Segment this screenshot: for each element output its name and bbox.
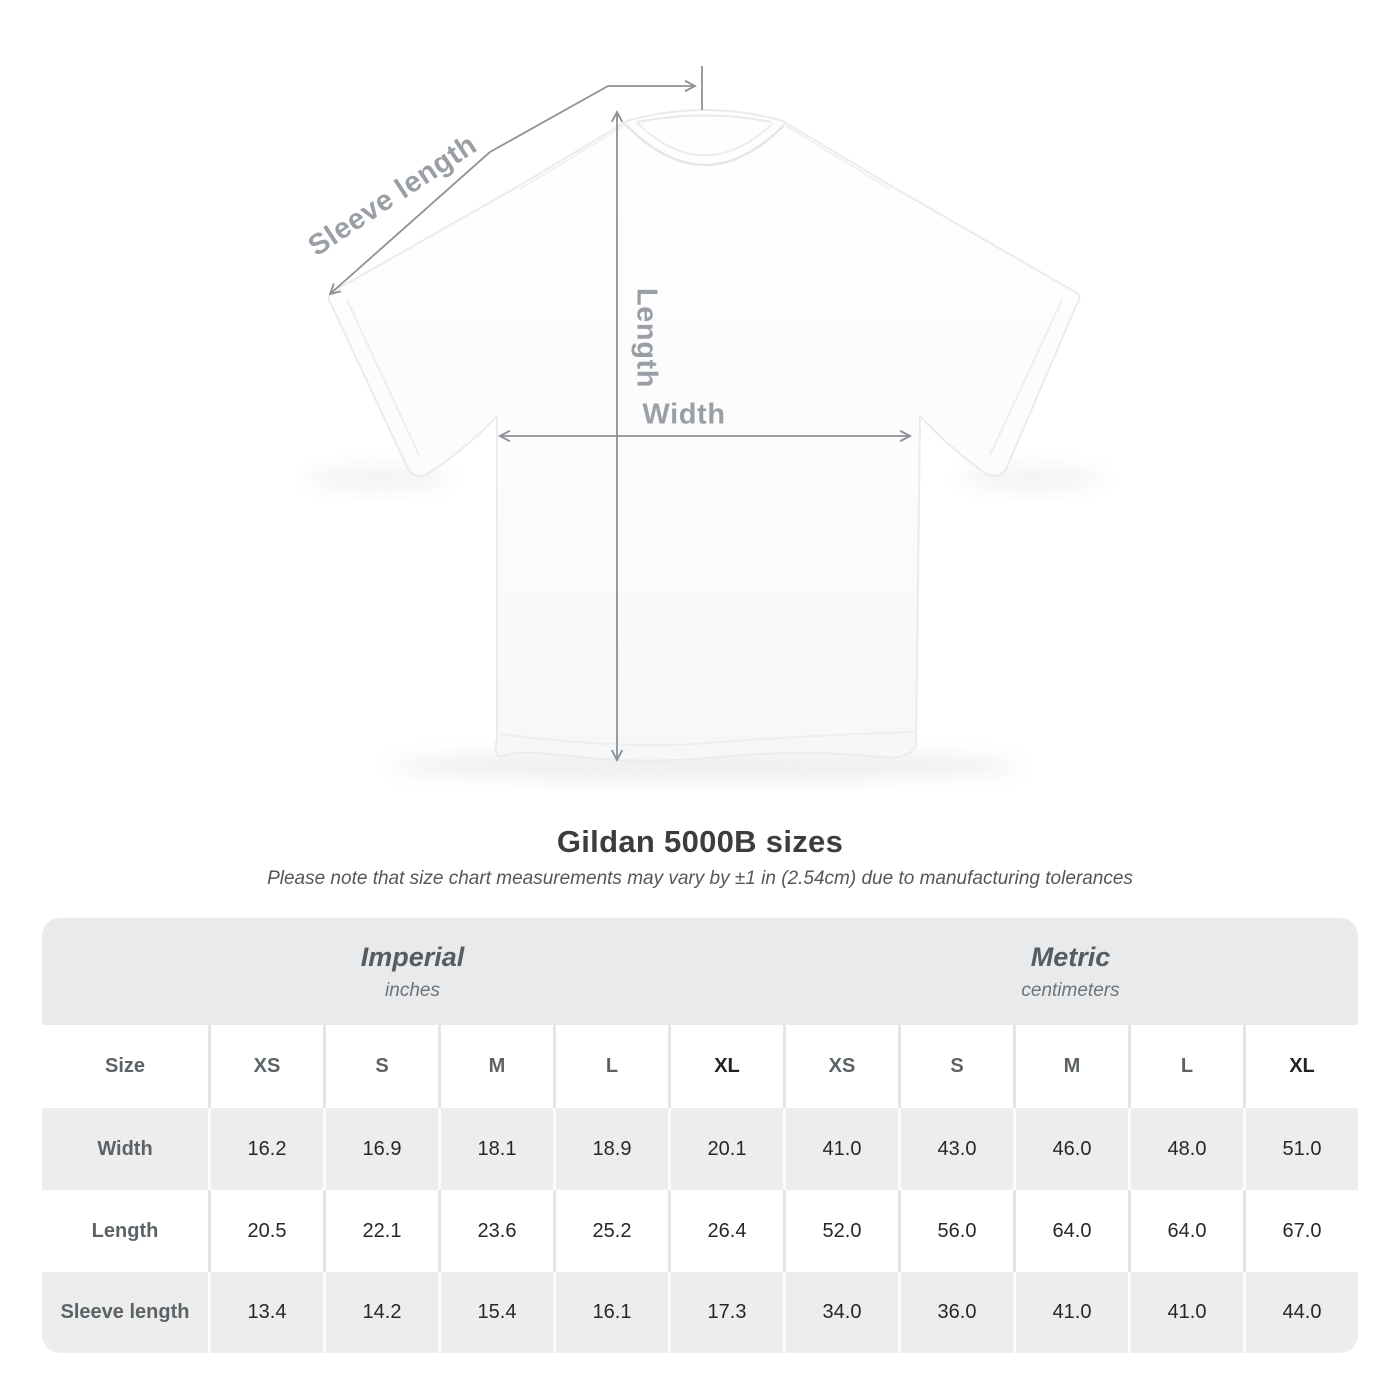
width-xs-met: 41.0 <box>783 1108 898 1190</box>
width-s-met: 43.0 <box>898 1108 1013 1190</box>
width-xs-imp: 16.2 <box>208 1108 323 1190</box>
size-header-l-imp: L <box>553 1025 668 1108</box>
imperial-unit: inches <box>385 979 440 1001</box>
sleeve-s-met: 36.0 <box>898 1272 1013 1353</box>
size-table: Imperial inches Metric centimeters Size … <box>42 918 1358 1353</box>
length-xl-met: 67.0 <box>1243 1190 1358 1272</box>
metric-label: Metric <box>1030 942 1111 973</box>
length-l-imp: 25.2 <box>553 1190 668 1272</box>
sleeve-xl-met: 44.0 <box>1243 1272 1358 1353</box>
sleeve-l-met: 41.0 <box>1128 1272 1243 1353</box>
width-l-imp: 18.9 <box>553 1108 668 1190</box>
size-header-s-imp: S <box>323 1025 438 1108</box>
width-s-imp: 16.9 <box>323 1108 438 1190</box>
size-header-m-met: M <box>1013 1025 1128 1108</box>
width-label: Width <box>642 398 726 431</box>
length-m-imp: 23.6 <box>438 1190 553 1272</box>
size-header-xs-met: XS <box>783 1025 898 1108</box>
length-l-met: 64.0 <box>1128 1190 1243 1272</box>
sleeve-xl-imp: 17.3 <box>668 1272 783 1353</box>
row-label-length: Length <box>42 1190 208 1272</box>
size-header-m-imp: M <box>438 1025 553 1108</box>
tolerance-note: Please note that size chart measurements… <box>267 868 1133 889</box>
width-m-met: 46.0 <box>1013 1108 1128 1190</box>
imperial-label: Imperial <box>360 942 465 973</box>
width-xl-imp: 20.1 <box>668 1108 783 1190</box>
size-header-xl-imp: XL <box>668 1025 783 1108</box>
sleeve-m-imp: 15.4 <box>438 1272 553 1353</box>
sleeve-s-imp: 14.2 <box>323 1272 438 1353</box>
size-header-xs-imp: XS <box>208 1025 323 1108</box>
width-xl-met: 51.0 <box>1243 1108 1358 1190</box>
length-xl-imp: 26.4 <box>668 1190 783 1272</box>
length-s-imp: 22.1 <box>323 1190 438 1272</box>
sleeve-m-met: 41.0 <box>1013 1272 1128 1353</box>
page-title: Gildan 5000B sizes <box>556 824 844 859</box>
length-label: Length <box>630 287 663 389</box>
unit-group-metric: Metric centimeters <box>783 918 1358 1025</box>
width-m-imp: 18.1 <box>438 1108 553 1190</box>
size-header-l-met: L <box>1128 1025 1243 1108</box>
sleeve-xs-met: 34.0 <box>783 1272 898 1353</box>
size-header-s-met: S <box>898 1025 1013 1108</box>
unit-group-imperial: Imperial inches <box>42 918 783 1025</box>
size-col-header: Size <box>42 1025 208 1108</box>
length-xs-imp: 20.5 <box>208 1190 323 1272</box>
length-m-met: 64.0 <box>1013 1190 1128 1272</box>
row-label-width: Width <box>42 1108 208 1190</box>
metric-unit: centimeters <box>1021 979 1120 1001</box>
width-l-met: 48.0 <box>1128 1108 1243 1190</box>
sleeve-length-arrow <box>330 66 703 294</box>
sleeve-xs-imp: 13.4 <box>208 1272 323 1353</box>
tshirt-measurement-figure: Sleeve length Length Width <box>303 66 1104 781</box>
length-xs-met: 52.0 <box>783 1190 898 1272</box>
length-s-met: 56.0 <box>898 1190 1013 1272</box>
row-label-sleeve-length: Sleeve length <box>42 1272 208 1353</box>
sleeve-l-imp: 16.1 <box>553 1272 668 1353</box>
size-header-xl-met: XL <box>1243 1025 1358 1108</box>
tshirt-image <box>306 66 1104 781</box>
